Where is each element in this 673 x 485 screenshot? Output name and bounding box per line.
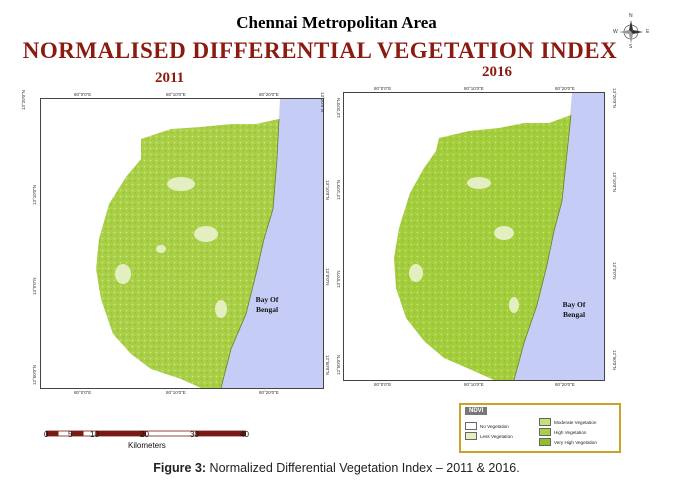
grat-2011-bottom-1: 80°0'0"E <box>74 390 92 395</box>
grat-2011-bottom-3: 80°20'0"E <box>259 390 279 395</box>
grat-2016-top-1: 80°0'0"E <box>374 86 392 91</box>
legend-swatch <box>465 422 477 430</box>
scale-tick-30: 30 <box>190 430 199 439</box>
grat-2011-left-2: 13°10'0"N <box>32 184 37 205</box>
map-subtitle: NORMALISED DIFFERENTIAL VEGETATION INDEX <box>22 38 618 63</box>
compass-w: W <box>613 29 618 35</box>
grat-2011-right-3: 13°0'0"N <box>325 268 330 286</box>
legend-item-less-vegetation: Less Vegetation <box>465 432 513 440</box>
legend-title: NDVI <box>465 407 488 415</box>
figure-caption: Figure 3: Normalized Differential Vegeta… <box>0 461 673 475</box>
sea-area <box>221 99 323 388</box>
compass-rose-icon: N S W E <box>613 13 650 50</box>
grat-2016-bottom-1: 80°0'0"E <box>374 382 392 387</box>
ndvi-legend: NDVI No Vegetation Less Vegetation Moder… <box>459 403 621 453</box>
grat-2016-bottom-2: 80°10'0"E <box>464 382 484 387</box>
grat-2011-left-1: 13°20'0"N <box>21 89 26 110</box>
legend-item-high-vegetation: High Vegetation <box>539 428 586 436</box>
legend-item-no-vegetation: No Vegetation <box>465 422 509 430</box>
grat-2011-right-1: 13°20'0"N <box>320 92 325 113</box>
water-label-2016: Bay Of Bengal <box>562 300 586 319</box>
grat-2016-top-2: 80°10'0"E <box>464 86 484 91</box>
map-main-title: Chennai Metropolitan Area <box>236 13 437 32</box>
land-area <box>394 115 571 380</box>
grat-2016-right-2: 13°10'0"N <box>612 172 617 193</box>
grat-2011-top-1: 80°0'0"E <box>74 92 92 97</box>
grat-2011-bottom-2: 80°10'0"E <box>166 390 186 395</box>
grat-2016-right-4: 12°50'0"N <box>612 350 617 371</box>
grat-2016-left-2: 13°10'0"N <box>336 179 341 200</box>
legend-swatch <box>539 428 551 436</box>
scale-tick-5: 5 <box>68 430 73 439</box>
scale-tick-10: 10 <box>90 430 99 439</box>
grat-2016-bottom-3: 80°20'0"E <box>555 382 575 387</box>
grat-2016-right-3: 13°0'0"N <box>612 262 617 280</box>
grat-2016-left-1: 13°20'0"N <box>336 97 341 118</box>
water-label-2011: Bay Of Bengal <box>255 295 279 314</box>
legend-swatch <box>539 438 551 446</box>
map-panel-2016 <box>343 92 605 381</box>
grat-2011-right-2: 13°10'0"N <box>325 180 330 201</box>
legend-item-very-high-vegetation: Very High Vegetation <box>539 438 597 446</box>
map-panel-2011 <box>40 98 324 389</box>
map-2016-svg <box>394 93 604 380</box>
map-year-2011: 2011 <box>155 70 185 86</box>
legend-swatch <box>465 432 477 440</box>
grat-2016-left-3: 13°0'0"N <box>336 270 341 288</box>
scale-tick-40: 40 <box>240 430 249 439</box>
compass-s: S <box>629 44 633 50</box>
map-year-2016: 2016 <box>482 64 512 80</box>
grat-2011-left-4: 12°50'0"N <box>32 364 37 385</box>
map-2011-svg <box>96 99 323 388</box>
legend-swatch <box>539 418 551 426</box>
caption-text: Normalized Differential Vegetation Index… <box>206 461 520 475</box>
compass-n: N <box>629 13 633 19</box>
grat-2011-left-3: 13°0'0"N <box>32 277 37 295</box>
grat-2016-top-3: 80°20'0"E <box>555 86 575 91</box>
land-area <box>96 119 279 388</box>
scale-tick-0: 0 <box>44 430 49 439</box>
caption-figure-number: Figure 3: <box>153 461 207 475</box>
compass-e: E <box>646 29 650 35</box>
grat-2011-top-3: 80°20'0"E <box>259 92 279 97</box>
legend-item-moderate-vegetation: Moderate Vegetation <box>539 418 596 426</box>
grat-2011-top-2: 80°10'0"E <box>166 92 186 97</box>
grat-2011-right-4: 12°50'0"N <box>325 355 330 376</box>
scale-tick-20: 20 <box>140 430 149 439</box>
scale-unit: Kilometers <box>128 441 166 450</box>
grat-2016-left-4: 12°50'0"N <box>336 354 341 375</box>
sea-area <box>514 93 604 380</box>
grat-2016-right-1: 13°20'0"N <box>612 88 617 109</box>
